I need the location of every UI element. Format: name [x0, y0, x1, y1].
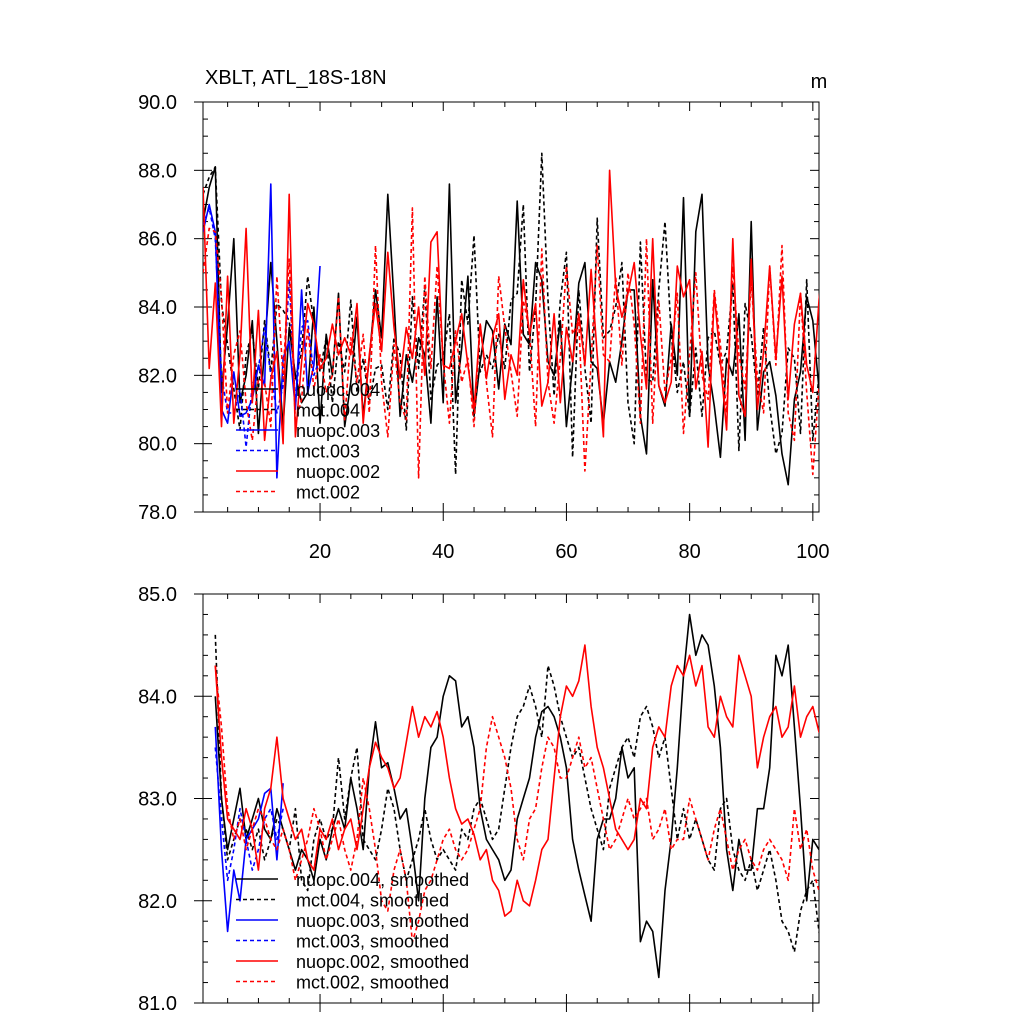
- x-tick-label: 20: [309, 541, 331, 563]
- x-tick-label: 80: [679, 541, 701, 563]
- y-tick-label: 85.0: [138, 584, 177, 606]
- series-line-nuopc-002: [203, 169, 819, 448]
- legend-label: mct.003: [296, 442, 360, 462]
- series-line-mct-002-smoothed: [214, 665, 819, 943]
- units-label: m: [811, 71, 828, 93]
- y-tick-label: 86.0: [138, 229, 177, 251]
- series-group: [214, 613, 819, 979]
- series-line-mct-004: [203, 152, 819, 476]
- series-line-nuopc-004-smoothed: [214, 613, 819, 979]
- y-tick-label: 82.0: [138, 365, 177, 387]
- y-tick-label: 80.0: [138, 434, 177, 456]
- series-line-mct-004-smoothed: [214, 634, 819, 953]
- legend-label: nuopc.003, smoothed: [296, 911, 469, 931]
- legend-label: mct.004: [296, 401, 360, 421]
- legend: nuopc.004mct.004nuopc.003mct.003nuopc.00…: [236, 380, 380, 503]
- legend-label: mct.002: [296, 483, 360, 503]
- series-line-mct-003-smoothed: [214, 747, 284, 882]
- y-tick-label: 82.0: [138, 891, 177, 913]
- chart-title: XBLT, ATL_18S-18N: [205, 67, 387, 89]
- series-line-mct-002: [203, 207, 819, 479]
- y-tick-label: 88.0: [138, 160, 177, 182]
- y-tick-label: 78.0: [138, 502, 177, 524]
- x-tick-label: 60: [555, 541, 577, 563]
- series-line-mct-003: [203, 207, 321, 448]
- y-tick-label: 81.0: [138, 993, 177, 1015]
- y-tick-label: 84.0: [138, 686, 177, 708]
- legend-label: mct.002, smoothed: [296, 973, 449, 993]
- legend-label: nuopc.002: [296, 462, 380, 482]
- x-tick-label: 40: [432, 541, 454, 563]
- x-tick-label: 100: [796, 541, 829, 563]
- y-tick-label: 83.0: [138, 789, 177, 811]
- legend-label: mct.004, smoothed: [296, 891, 449, 911]
- series-group: [203, 152, 819, 486]
- y-tick-label: 90.0: [138, 92, 177, 114]
- legend-label: nuopc.004: [296, 380, 380, 400]
- legend-label: mct.003, smoothed: [296, 932, 449, 952]
- top-panel-raw-series: XBLT, ATL_18S-18N m 20 40 60 80 100 78.0 80.0 8…: [138, 67, 829, 563]
- y-tick-label: 84.0: [138, 297, 177, 319]
- series-line-nuopc-004: [203, 166, 819, 486]
- series-line-nuopc-002-smoothed: [214, 644, 819, 917]
- series-line-nuopc-003-smoothed: [214, 726, 284, 933]
- legend-label: nuopc.004, smoothed: [296, 870, 469, 890]
- legend-label: nuopc.002, smoothed: [296, 952, 469, 972]
- legend-label: nuopc.003: [296, 421, 380, 441]
